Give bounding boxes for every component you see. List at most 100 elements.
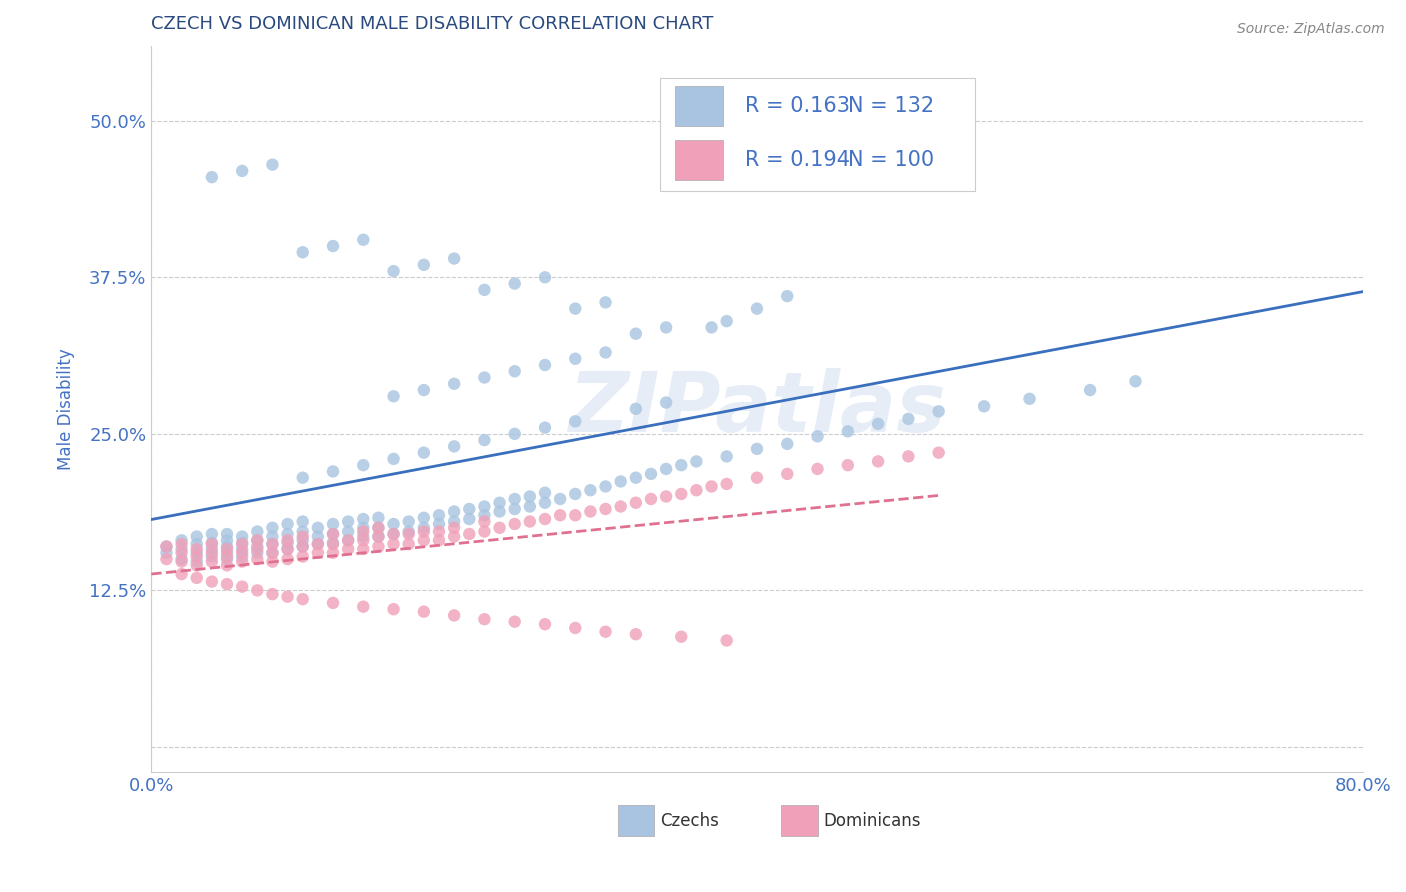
Point (307, 537, 329, 551)
Point (488, 504, 510, 518)
Point (548, 491, 571, 506)
Point (534, 358, 557, 372)
Point (534, 420, 557, 434)
Point (215, 542, 238, 557)
Point (488, 496, 510, 510)
Point (201, 542, 224, 557)
Point (973, 400, 995, 414)
Point (474, 508, 496, 523)
Point (716, 633, 738, 648)
Point (564, 414, 586, 428)
Point (277, 527, 299, 541)
Point (352, 530, 374, 544)
Text: Czechs: Czechs (659, 812, 718, 830)
Point (277, 542, 299, 557)
Point (352, 599, 374, 614)
Point (503, 615, 526, 629)
Point (534, 485, 557, 500)
Point (671, 630, 693, 644)
Point (398, 537, 420, 551)
Point (595, 502, 617, 516)
Point (519, 490, 541, 504)
Point (534, 496, 557, 510)
Point (277, 590, 299, 604)
Point (503, 502, 526, 516)
Point (155, 540, 177, 554)
Point (548, 508, 571, 523)
Point (215, 527, 238, 541)
Point (352, 233, 374, 247)
Point (246, 552, 269, 566)
Point (837, 458, 859, 472)
Point (398, 515, 420, 529)
Point (322, 527, 344, 541)
Point (307, 530, 329, 544)
Point (564, 487, 586, 501)
Point (443, 521, 465, 535)
Point (186, 546, 208, 560)
Point (291, 540, 314, 554)
Point (277, 516, 299, 531)
Point (246, 540, 269, 554)
Point (231, 546, 253, 560)
Point (231, 549, 253, 564)
Point (655, 320, 678, 334)
Point (186, 530, 208, 544)
Point (201, 537, 224, 551)
Point (503, 364, 526, 378)
Text: CZECH VS DOMINICAN MALE DISABILITY CORRELATION CHART: CZECH VS DOMINICAN MALE DISABILITY CORRE… (152, 15, 714, 33)
Point (337, 533, 360, 548)
Point (655, 462, 678, 476)
Point (201, 527, 224, 541)
Point (655, 490, 678, 504)
Point (609, 500, 631, 514)
Point (534, 512, 557, 526)
Point (474, 524, 496, 539)
Point (382, 516, 405, 531)
Point (519, 500, 541, 514)
Point (262, 546, 284, 560)
Point (322, 527, 344, 541)
Point (412, 445, 434, 459)
Point (503, 516, 526, 531)
Point (291, 245, 314, 260)
Point (412, 533, 434, 548)
Point (307, 521, 329, 535)
Point (322, 596, 344, 610)
Point (443, 504, 465, 518)
Point (716, 477, 738, 491)
Point (868, 417, 890, 431)
Point (186, 537, 208, 551)
Point (367, 540, 389, 554)
Point (745, 301, 768, 316)
Point (155, 552, 177, 566)
Point (474, 433, 496, 447)
Point (745, 471, 768, 485)
Point (868, 454, 890, 468)
Point (367, 510, 389, 524)
Point (322, 465, 344, 479)
Point (1125, 374, 1147, 388)
Point (262, 537, 284, 551)
Point (337, 533, 360, 548)
Point (564, 301, 586, 316)
Point (291, 540, 314, 554)
Point (382, 264, 405, 278)
Point (534, 617, 557, 632)
Point (215, 533, 238, 548)
Point (322, 546, 344, 560)
Point (443, 608, 465, 623)
Point (231, 555, 253, 569)
Point (215, 577, 238, 591)
FancyBboxPatch shape (675, 140, 723, 179)
Point (776, 289, 799, 303)
Point (170, 537, 193, 551)
Point (700, 479, 723, 493)
Point (352, 458, 374, 472)
Point (262, 521, 284, 535)
Point (503, 426, 526, 441)
Point (215, 558, 238, 573)
FancyBboxPatch shape (617, 805, 654, 836)
Point (262, 537, 284, 551)
Point (277, 552, 299, 566)
